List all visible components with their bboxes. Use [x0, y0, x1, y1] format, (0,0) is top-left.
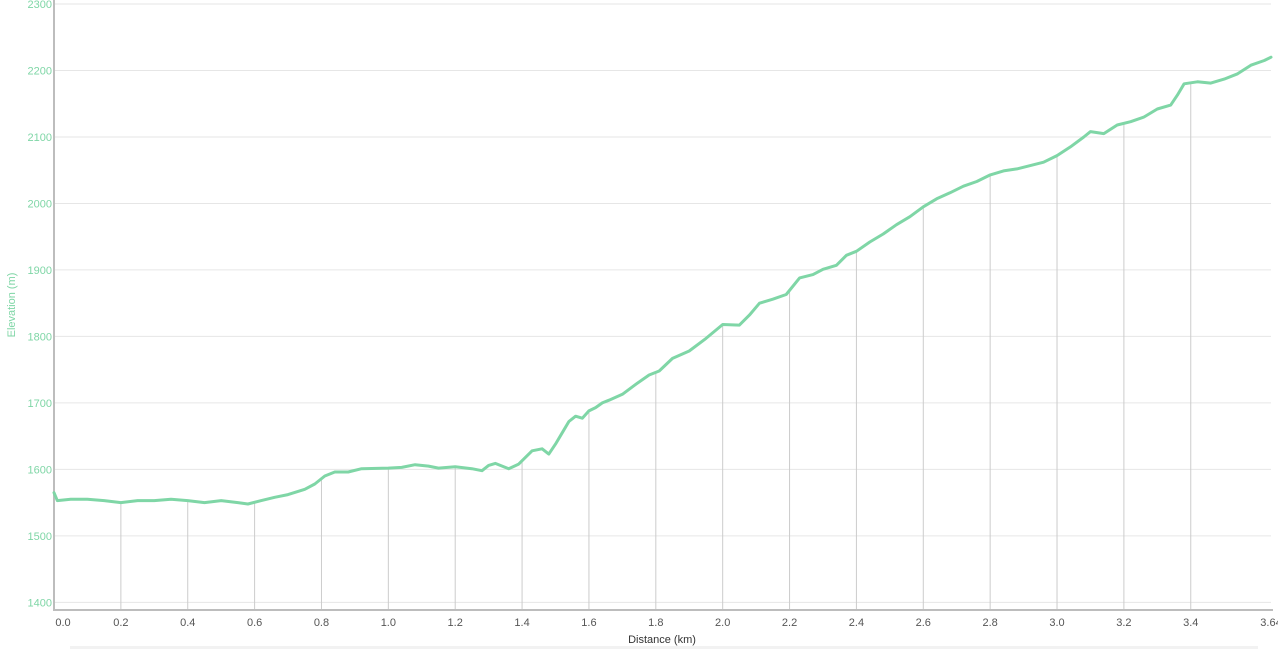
y-tick-label: 1800: [28, 331, 52, 343]
x-axis-title: Distance (km): [628, 634, 696, 646]
x-tick-label: 1.4: [514, 617, 529, 629]
elevation-line: [52, 55, 1273, 506]
y-tick-label: 2000: [28, 198, 52, 210]
x-tick-label: 2.6: [916, 617, 931, 629]
x-tick-label: 0.6: [247, 617, 262, 629]
x-tick-label: 1.6: [581, 617, 596, 629]
grid-lines: [54, 3, 1271, 603]
x-tick-label: 1.2: [448, 617, 463, 629]
y-axis-title: Elevation (m): [6, 273, 18, 338]
y-tick-label: 1600: [28, 464, 52, 476]
x-tick-label: 3.4: [1183, 617, 1198, 629]
y-tick-label: 1500: [28, 531, 52, 543]
elevation-series: [52, 55, 1273, 506]
y-tick-label: 1900: [28, 265, 52, 277]
x-tick-label: 2.4: [849, 617, 864, 629]
x-tick-label: 3.0: [1049, 617, 1064, 629]
y-tick-label: 2300: [28, 0, 52, 11]
y-tick-label: 1400: [28, 597, 52, 609]
x-tick-label: 0.4: [180, 617, 195, 629]
x-tick-label: 3.64: [1260, 617, 1278, 629]
x-tick-label: 2.0: [715, 617, 730, 629]
x-axis-ticks: 0.0 0.2 0.4 0.6 0.8 1.0 1.2 1.4 1.6 1.8 2.0 2.2 2.4 2…: [55, 617, 1278, 629]
x-tick-label: 1.0: [381, 617, 396, 629]
footer-shadow: [70, 646, 1258, 649]
vertical-drop-lines: [120, 82, 1192, 609]
axes: [53, 0, 1273, 611]
y-tick-label: 1700: [28, 398, 52, 410]
y-tick-label: 2100: [28, 132, 52, 144]
x-tick-label: 0.2: [113, 617, 128, 629]
x-tick-label: 0.8: [314, 617, 329, 629]
x-tick-label: 3.2: [1116, 617, 1131, 629]
x-tick-label: 2.2: [782, 617, 797, 629]
x-tick-label: 0.0: [55, 617, 70, 629]
y-axis-ticks: 1400 1500 1600 1700 1800 1900 2000 2100 2200 2300: [28, 0, 52, 609]
y-tick-label: 2200: [28, 65, 52, 77]
x-tick-label: 2.8: [983, 617, 998, 629]
x-tick-label: 1.8: [648, 617, 663, 629]
